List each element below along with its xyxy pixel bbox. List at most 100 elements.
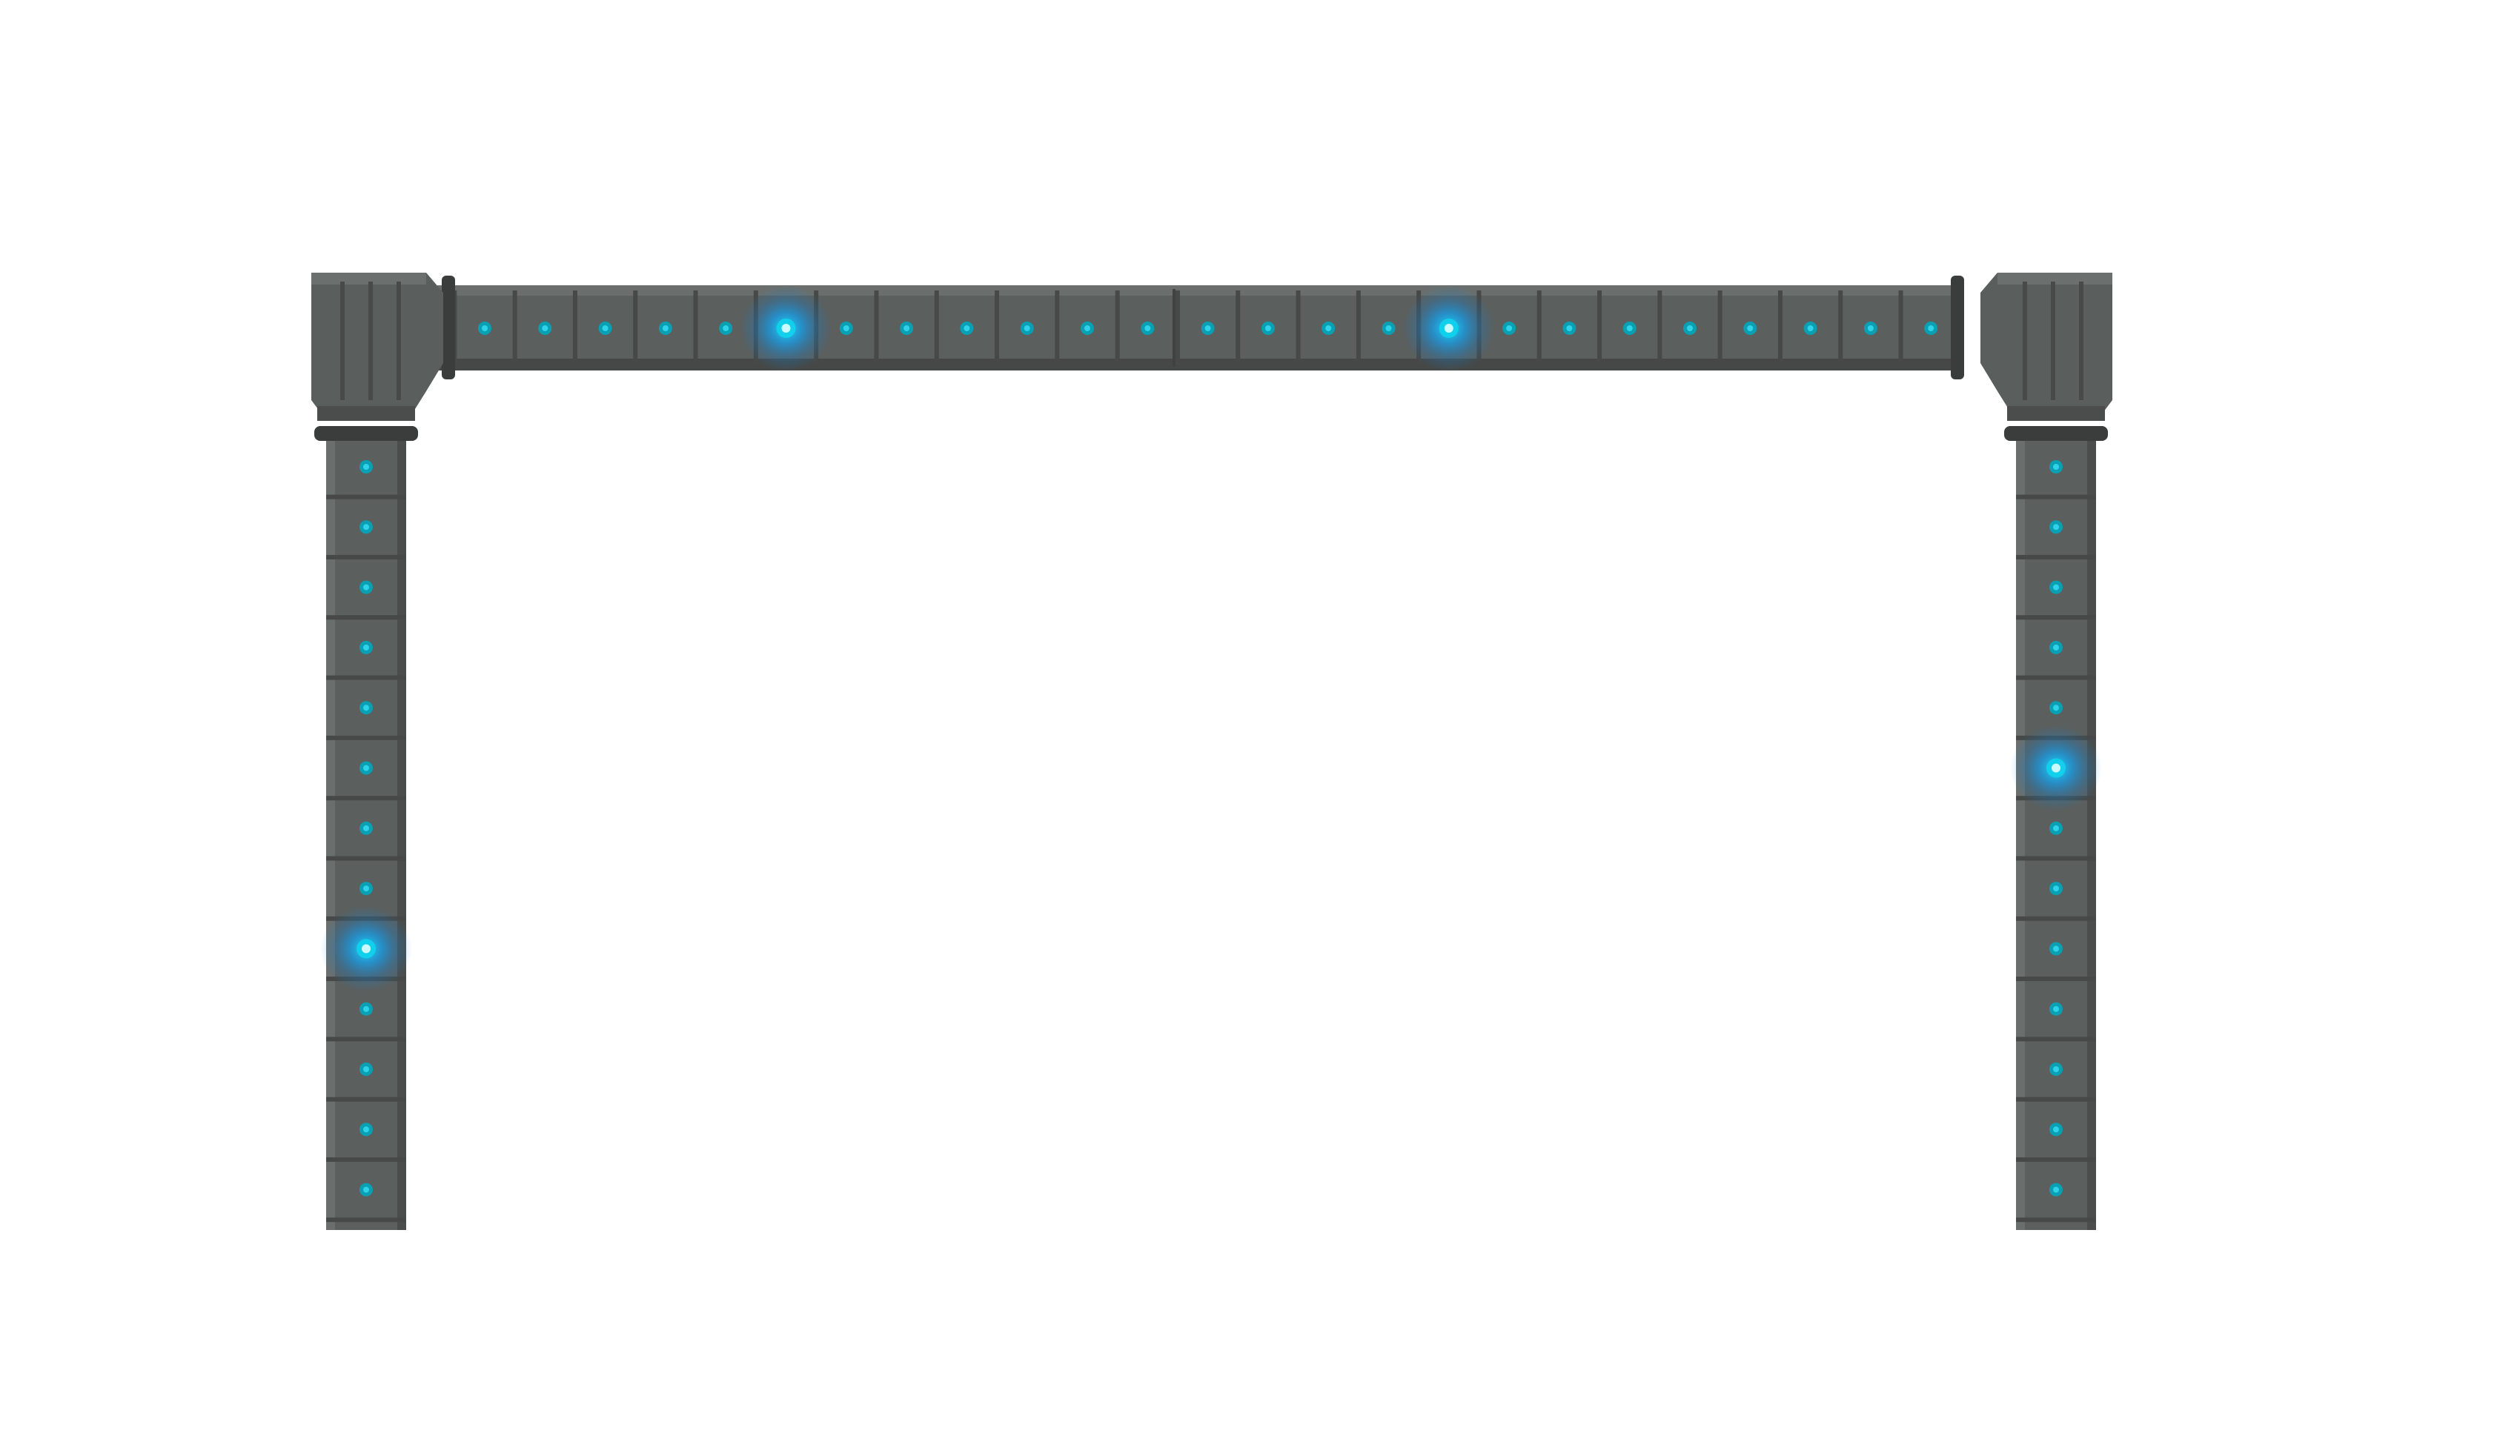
beam-rib — [1657, 290, 1662, 365]
pillar-led — [2049, 942, 2063, 956]
left-pillar — [320, 430, 412, 1230]
pillar-rib — [2016, 494, 2096, 499]
beam-rib — [1898, 290, 1903, 365]
pillar-rib — [2016, 856, 2096, 861]
beam-led — [1562, 322, 1576, 335]
pillar-rib — [326, 796, 406, 801]
beam-led — [1743, 322, 1757, 335]
beam-led — [1382, 322, 1396, 335]
beam-rib — [1115, 290, 1120, 365]
pillar-rib — [326, 615, 406, 620]
pillar-led — [359, 701, 373, 715]
left-beam-flange — [442, 276, 455, 379]
beam-led — [839, 322, 853, 335]
beam-rib — [1838, 290, 1843, 365]
beam-led — [1141, 322, 1155, 335]
pillar-rib — [2016, 1217, 2096, 1223]
beam-led — [1322, 322, 1336, 335]
pillar-rib — [326, 675, 406, 680]
beam-led — [1201, 322, 1215, 335]
pillar-led — [2049, 1063, 2063, 1076]
beam-led — [478, 322, 491, 335]
beam-rib — [874, 290, 879, 365]
beam-led — [900, 322, 914, 335]
pillar-led-lit — [320, 905, 412, 992]
beam-led — [1863, 322, 1877, 335]
right-pillar — [2010, 430, 2102, 1230]
pillar-led — [359, 1002, 373, 1016]
pillar-rib — [326, 1157, 406, 1162]
pillar-rib — [2016, 1037, 2096, 1042]
beam-led — [1803, 322, 1817, 335]
pillar-led-lit — [2010, 725, 2102, 811]
beam-led — [1081, 322, 1094, 335]
beam-rib — [1296, 290, 1301, 365]
beam-rib — [1717, 290, 1722, 365]
beam-led — [1622, 322, 1637, 335]
pillar-led — [359, 580, 373, 594]
pillar-led — [359, 821, 373, 835]
pillar-led — [359, 520, 373, 534]
beam-rib — [1236, 290, 1241, 365]
pillar-led — [2049, 520, 2063, 534]
beam-rib — [1536, 290, 1542, 365]
beam-rib — [1055, 290, 1060, 365]
beam-led — [1502, 322, 1516, 335]
beam-led-lit — [1402, 285, 1495, 371]
pillar-rib — [326, 494, 406, 499]
left-corner-cap — [311, 273, 443, 441]
beam-led — [1020, 322, 1034, 335]
beam-led — [719, 322, 733, 335]
right-beam-flange — [1951, 276, 1964, 379]
pillar-led — [2049, 882, 2063, 896]
pillar-rib — [326, 1097, 406, 1102]
pillar-led — [2049, 460, 2063, 473]
beam-led — [960, 322, 974, 335]
beam-led — [1261, 322, 1275, 335]
pillar-rib — [2016, 1097, 2096, 1102]
beam-rib — [1175, 290, 1180, 365]
beam-rib — [1356, 290, 1361, 365]
pillar-led — [2049, 1002, 2063, 1016]
beam-rib — [1777, 290, 1783, 365]
pillar-rib — [326, 1217, 406, 1223]
pillar-led — [359, 761, 373, 775]
beam-rib — [995, 290, 1000, 365]
pillar-led — [2049, 1123, 2063, 1137]
pillar-led — [2049, 640, 2063, 654]
pillar-rib — [2016, 554, 2096, 559]
pillar-rib — [2016, 916, 2096, 921]
pillar-rib — [2016, 1157, 2096, 1162]
pillar-rib — [326, 1037, 406, 1042]
beam-rib — [693, 290, 698, 365]
beam-led — [658, 322, 672, 335]
pillar-led — [359, 882, 373, 896]
beam-led — [598, 322, 612, 335]
pillar-led — [359, 1123, 373, 1137]
pillar-led — [359, 640, 373, 654]
beam-rib — [934, 290, 939, 365]
beam-rib — [633, 290, 638, 365]
pillar-led — [2049, 701, 2063, 715]
right-corner-cap — [1980, 273, 2112, 441]
beam-rib — [512, 290, 517, 365]
beam-led — [1924, 322, 1938, 335]
pillar-rib — [326, 856, 406, 861]
pillar-led — [359, 460, 373, 473]
beam-led — [538, 322, 552, 335]
pillar-led — [359, 1183, 373, 1197]
pillar-led — [2049, 1183, 2063, 1197]
pillar-rib — [2016, 675, 2096, 680]
pillar-led — [2049, 821, 2063, 835]
top-rail-beam — [437, 276, 2024, 379]
pillar-rib — [2016, 977, 2096, 982]
pillar-led — [359, 1063, 373, 1076]
beam-rib — [1597, 290, 1602, 365]
beam-led — [1683, 322, 1697, 335]
pillar-rib — [326, 554, 406, 559]
pillar-led — [2049, 580, 2063, 594]
pillar-rib — [326, 735, 406, 740]
beam-rib — [572, 290, 577, 365]
beam-led-lit — [740, 285, 832, 371]
